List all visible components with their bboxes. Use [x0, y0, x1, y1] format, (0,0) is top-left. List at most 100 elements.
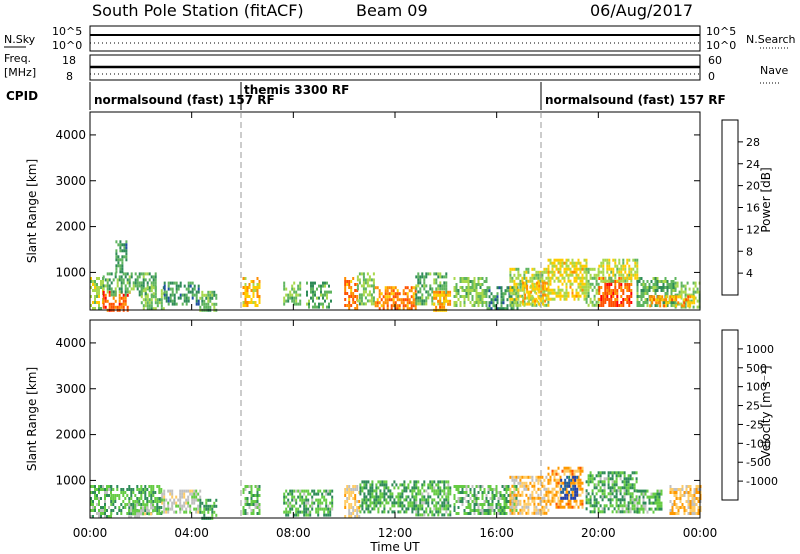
data-cell	[676, 293, 679, 297]
data-cell	[413, 501, 416, 505]
data-cell	[509, 502, 512, 506]
data-cell	[378, 295, 381, 299]
velocity-ylabel: Slant Range [km]	[25, 367, 39, 471]
data-cell	[658, 498, 661, 502]
data-cell	[533, 282, 536, 286]
data-cell	[670, 292, 673, 295]
data-cell	[493, 509, 496, 512]
data-cell	[614, 292, 617, 295]
data-cell	[587, 477, 590, 481]
data-cell	[433, 290, 436, 294]
data-cell	[630, 273, 633, 277]
data-cell	[628, 273, 631, 277]
data-cell	[96, 497, 98, 500]
data-cell	[329, 510, 332, 514]
data-cell	[307, 513, 310, 517]
data-cell	[193, 489, 196, 493]
data-cell	[419, 513, 422, 517]
data-cell	[689, 488, 692, 491]
data-cell	[449, 489, 452, 493]
data-cell	[515, 493, 518, 497]
data-cell	[367, 507, 370, 511]
data-cell	[388, 292, 391, 296]
data-cell	[417, 504, 420, 508]
data-cell	[352, 512, 355, 515]
data-cell	[114, 497, 117, 500]
data-cell	[613, 489, 616, 493]
data-cell	[439, 281, 442, 285]
data-cell	[477, 509, 480, 512]
data-cell	[513, 493, 516, 497]
data-cell	[627, 507, 630, 511]
data-cell	[373, 495, 376, 499]
data-cell	[378, 301, 381, 305]
data-cell	[431, 489, 434, 493]
data-cell	[537, 475, 540, 479]
data-cell	[479, 295, 482, 298]
data-cell	[541, 279, 544, 283]
data-cell	[644, 507, 647, 511]
data-cell	[283, 299, 286, 303]
data-cell	[295, 498, 298, 502]
data-cell	[421, 284, 424, 288]
data-cell	[365, 507, 368, 511]
data-cell	[473, 280, 476, 283]
data-cell	[591, 480, 594, 484]
data-cell	[433, 278, 436, 282]
data-cell	[411, 492, 414, 496]
data-cell	[500, 295, 503, 299]
data-cell	[297, 513, 300, 517]
data-cell	[365, 480, 368, 484]
data-cell	[561, 499, 564, 503]
data-cell	[246, 286, 249, 289]
data-cell	[412, 304, 415, 308]
data-cell	[114, 290, 117, 294]
data-cell	[608, 267, 611, 271]
data-cell	[614, 273, 617, 277]
data-cell	[455, 485, 458, 488]
data-cell	[477, 506, 480, 509]
data-cell	[308, 299, 310, 303]
data-cell	[579, 276, 582, 280]
data-cell	[387, 486, 390, 490]
data-cell	[126, 281, 129, 285]
data-cell	[585, 294, 588, 298]
data-cell	[624, 264, 627, 268]
data-cell	[571, 273, 574, 277]
data-cell	[685, 491, 688, 494]
data-cell	[568, 481, 571, 485]
data-cell	[366, 299, 369, 303]
data-cell	[173, 302, 176, 306]
data-cell	[571, 258, 574, 262]
data-cell	[479, 298, 482, 301]
data-cell	[165, 299, 168, 303]
data-cell	[622, 258, 625, 262]
data-cell	[585, 501, 588, 505]
data-cell	[541, 481, 544, 485]
data-cell	[173, 501, 176, 505]
data-cell	[191, 489, 194, 493]
data-cell	[250, 512, 253, 515]
data-cell	[585, 285, 588, 289]
data-cell	[252, 292, 255, 295]
data-cell	[321, 495, 324, 499]
data-cell	[156, 506, 159, 509]
data-cell	[672, 301, 675, 304]
data-cell	[393, 501, 396, 505]
data-cell	[314, 293, 316, 297]
data-cell	[689, 512, 692, 515]
data-cell	[427, 293, 430, 297]
data-cell	[648, 501, 651, 505]
data-cell	[431, 513, 434, 517]
data-cell	[293, 281, 296, 285]
data-cell	[608, 289, 611, 292]
data-cell	[640, 289, 643, 292]
data-cell	[505, 506, 508, 509]
data-cell	[604, 301, 607, 304]
data-cell	[622, 292, 625, 295]
data-cell	[515, 288, 518, 292]
data-cell	[555, 264, 558, 268]
data-cell	[610, 267, 613, 271]
data-cell	[579, 472, 582, 476]
data-cell	[457, 298, 460, 301]
